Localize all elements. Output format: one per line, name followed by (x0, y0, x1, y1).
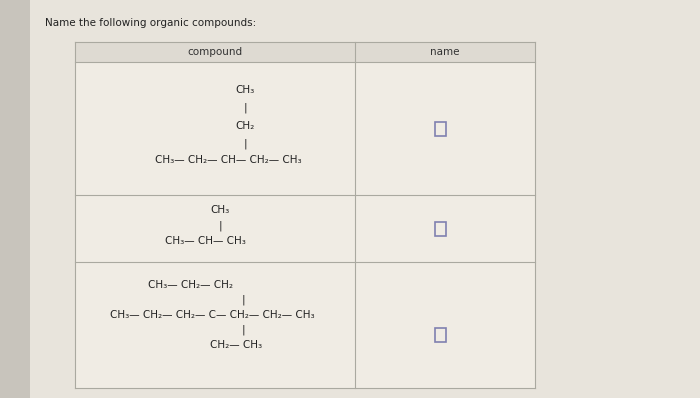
Bar (435, 328, 446, 342)
Text: |: | (241, 295, 245, 305)
Bar (75, 42, 535, 62)
Bar (435, 121, 446, 135)
Text: |: | (243, 139, 247, 149)
Text: |: | (241, 325, 245, 335)
Text: compound: compound (188, 47, 243, 57)
Text: CH₃: CH₃ (235, 85, 255, 95)
Text: name: name (430, 47, 460, 57)
Text: CH₃— CH₂— CH₂— C— CH₂— CH₂— CH₃: CH₃— CH₂— CH₂— C— CH₂— CH₂— CH₃ (110, 310, 314, 320)
Bar (435, 222, 446, 236)
Text: CH₃— CH₂— CH₂: CH₃— CH₂— CH₂ (148, 280, 233, 290)
Text: CH₃— CH— CH₃: CH₃— CH— CH₃ (165, 236, 246, 246)
Bar (75, 42, 535, 388)
Text: CH₂: CH₂ (235, 121, 255, 131)
Text: |: | (218, 221, 222, 231)
Text: CH₃— CH₂— CH— CH₂— CH₃: CH₃— CH₂— CH— CH₂— CH₃ (155, 155, 302, 165)
Text: |: | (243, 103, 247, 113)
Text: CH₃: CH₃ (211, 205, 230, 215)
Text: Name the following organic compounds:: Name the following organic compounds: (45, 18, 256, 28)
Text: CH₂— CH₃: CH₂— CH₃ (210, 340, 262, 350)
